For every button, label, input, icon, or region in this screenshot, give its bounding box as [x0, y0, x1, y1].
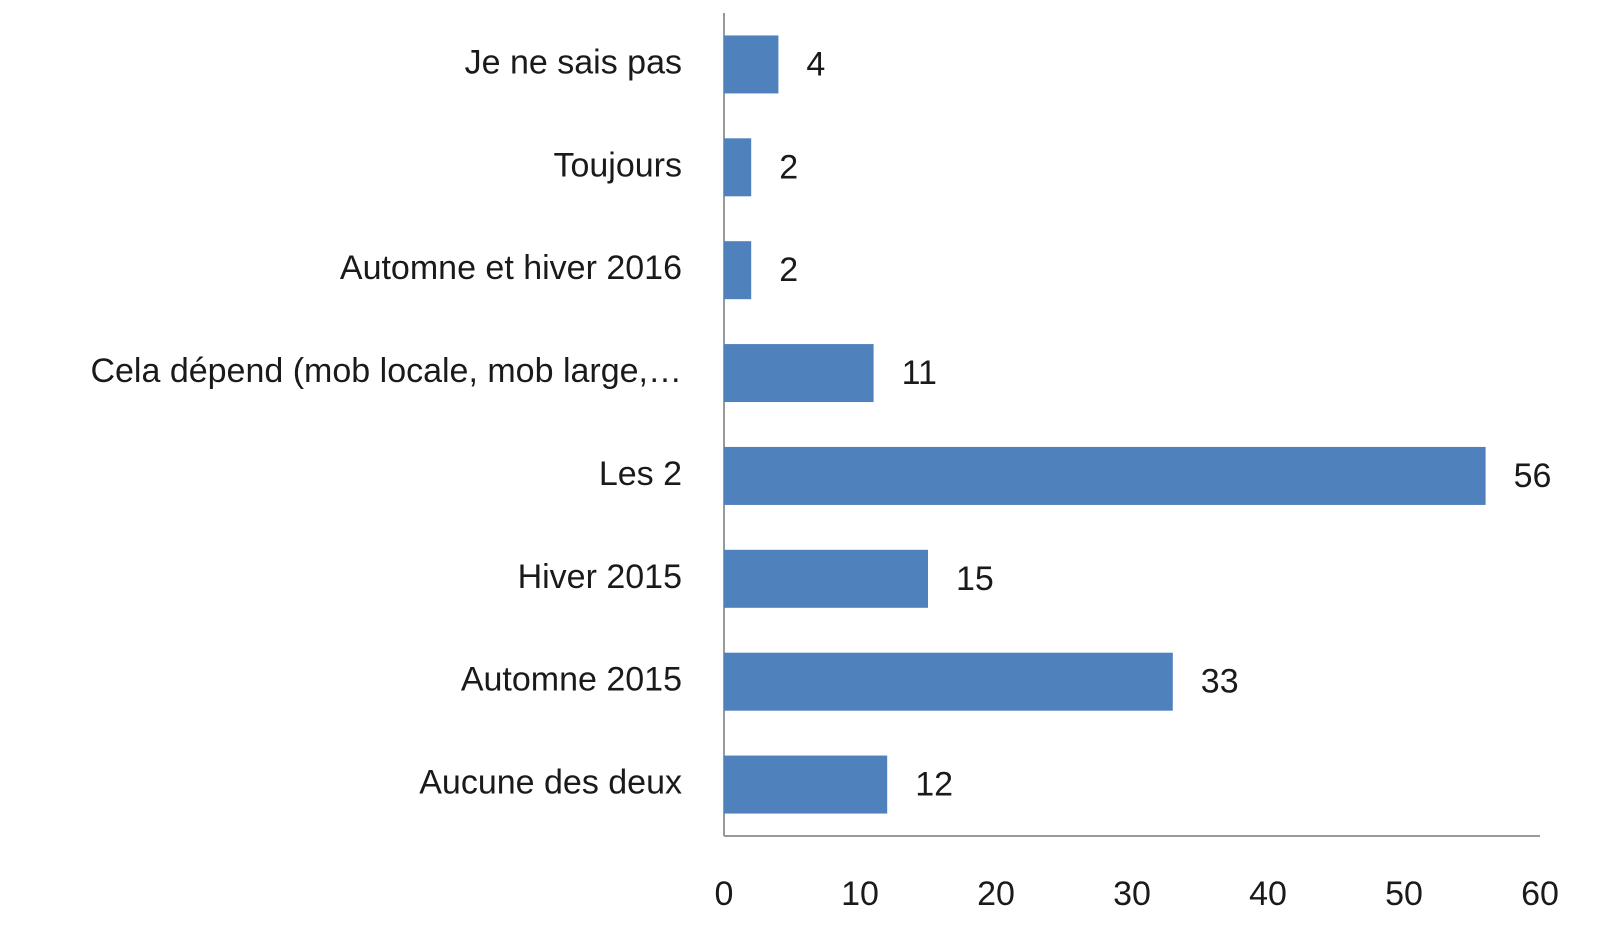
bar: [724, 755, 888, 814]
value-label: 2: [779, 251, 798, 289]
bar: [724, 549, 928, 608]
y-tick-label: Je ne sais pas: [465, 43, 682, 81]
x-tick-label: 40: [1249, 875, 1287, 913]
value-label: 4: [806, 45, 825, 83]
x-tick-label: 60: [1521, 875, 1559, 913]
value-label: 2: [779, 148, 798, 186]
y-tick-label: Automne et hiver 2016: [340, 249, 682, 287]
x-tick-label: 30: [1113, 875, 1151, 913]
x-tick-label: 0: [715, 875, 734, 913]
y-tick-label: Aucune des deux: [419, 764, 682, 802]
value-label: 12: [915, 766, 953, 804]
value-label: 56: [1514, 457, 1552, 495]
x-tick-label: 20: [977, 875, 1015, 913]
value-label: 33: [1201, 663, 1239, 701]
bar: [724, 344, 874, 403]
bar: [724, 446, 1486, 505]
bar: [724, 652, 1173, 711]
y-tick-label: Les 2: [599, 455, 682, 493]
bar: [724, 35, 779, 94]
y-tick-label: Automne 2015: [461, 661, 682, 699]
value-label: 15: [956, 560, 994, 598]
bar: [724, 138, 752, 197]
bar: [724, 241, 752, 300]
y-tick-label: Hiver 2015: [518, 558, 682, 596]
value-label: 11: [902, 354, 937, 392]
y-tick-label: Toujours: [553, 146, 682, 184]
x-tick-label: 10: [841, 875, 879, 913]
y-tick-label: Cela dépend (mob locale, mob large,…: [90, 352, 682, 390]
x-tick-label: 50: [1385, 875, 1423, 913]
